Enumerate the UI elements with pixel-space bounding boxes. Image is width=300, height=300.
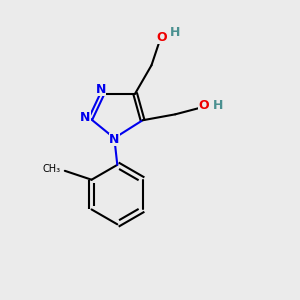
Text: N: N: [80, 111, 90, 124]
Text: O: O: [156, 31, 166, 44]
Text: CH₃: CH₃: [42, 164, 61, 174]
Text: O: O: [198, 99, 209, 112]
Text: H: H: [213, 99, 224, 112]
Text: N: N: [96, 82, 106, 96]
Text: N: N: [109, 133, 119, 146]
Text: H: H: [170, 26, 181, 38]
